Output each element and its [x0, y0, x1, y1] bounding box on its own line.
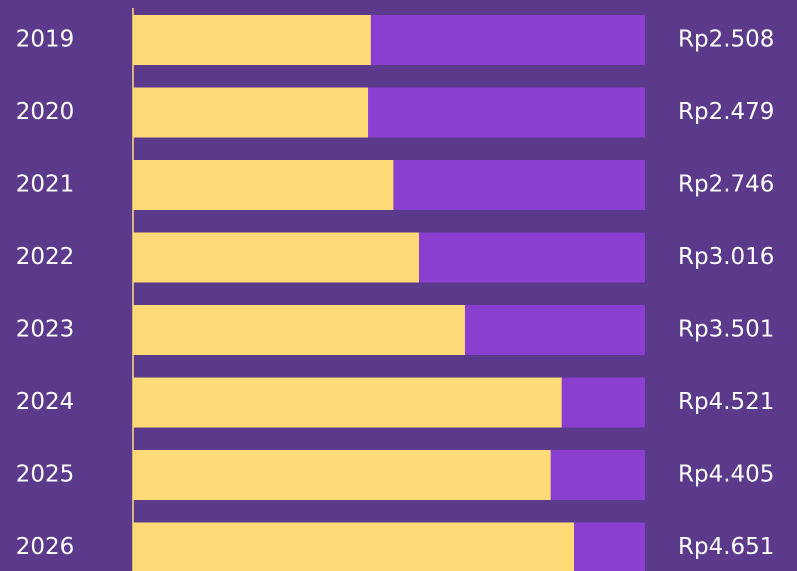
bar — [133, 522, 574, 571]
value-label: Rp4.521 — [678, 389, 774, 415]
value-label: Rp4.651 — [678, 534, 774, 560]
value-label: Rp2.508 — [678, 27, 774, 53]
y-tick-label: 2021 — [16, 172, 75, 198]
y-tick-label: 2019 — [16, 27, 75, 53]
y-tick-label: 2023 — [16, 317, 75, 343]
bar — [133, 232, 419, 283]
value-label: Rp3.501 — [678, 317, 774, 343]
value-label: Rp2.746 — [678, 172, 774, 198]
bar — [133, 450, 551, 500]
y-tick-label: 2020 — [16, 99, 75, 125]
bar — [133, 87, 369, 138]
bar — [133, 305, 465, 355]
bar — [133, 377, 562, 428]
value-label: Rp4.405 — [678, 462, 774, 488]
y-tick-label: 2022 — [16, 244, 75, 270]
value-label: Rp2.479 — [678, 99, 774, 125]
y-tick-label: 2025 — [16, 462, 75, 488]
y-tick-label: 2026 — [16, 534, 75, 560]
bar — [133, 15, 371, 65]
value-label: Rp3.016 — [678, 244, 774, 270]
bar — [133, 160, 394, 210]
y-tick-label: 2024 — [16, 389, 75, 415]
